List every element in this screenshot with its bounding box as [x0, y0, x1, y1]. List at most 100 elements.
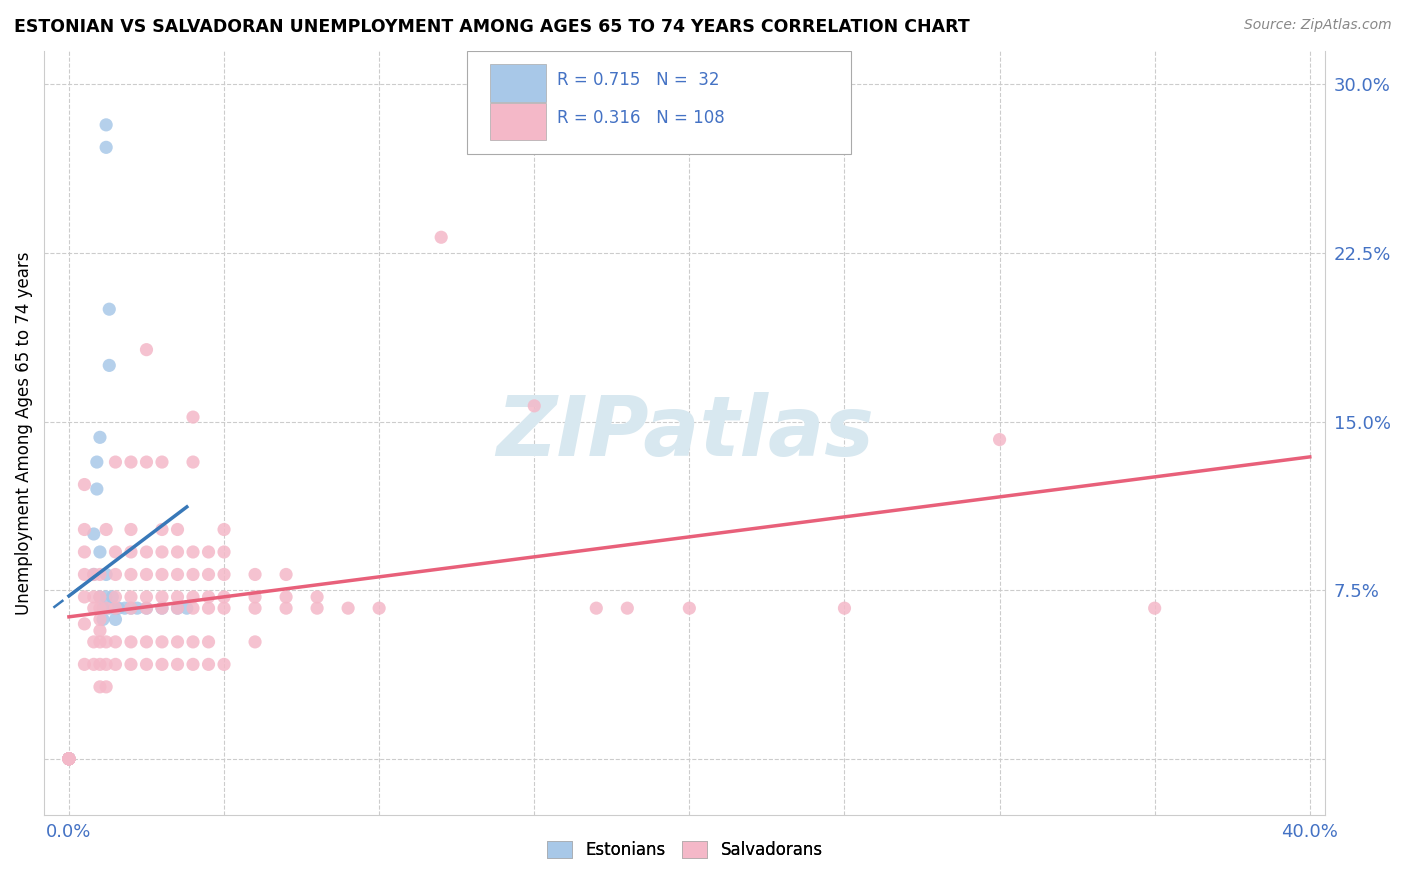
Point: [212, 657, 235, 672]
Point: [135, 343, 157, 357]
Point: [83, 567, 105, 582]
Point: [274, 601, 297, 615]
Point: [58, 752, 80, 766]
Point: [96, 680, 118, 694]
Point: [58, 752, 80, 766]
Point: [83, 527, 105, 541]
Point: [430, 230, 453, 244]
Point: [166, 590, 188, 604]
Point: [96, 140, 118, 154]
Point: [166, 523, 188, 537]
Point: [120, 601, 142, 615]
Point: [104, 601, 127, 615]
Point: [89, 545, 111, 559]
Point: [212, 523, 235, 537]
Point: [243, 601, 266, 615]
Point: [120, 545, 142, 559]
Point: [135, 455, 157, 469]
Point: [98, 359, 121, 373]
Point: [96, 590, 118, 604]
Point: [150, 545, 173, 559]
Point: [166, 601, 188, 615]
Point: [86, 455, 108, 469]
Point: [58, 752, 80, 766]
Point: [96, 523, 118, 537]
Point: [181, 590, 204, 604]
Point: [89, 590, 111, 604]
Point: [73, 477, 96, 491]
Point: [89, 612, 111, 626]
Point: [96, 635, 118, 649]
Point: [135, 657, 157, 672]
Point: [135, 545, 157, 559]
Point: [73, 545, 96, 559]
Point: [96, 567, 118, 582]
Point: [73, 616, 96, 631]
Point: [135, 635, 157, 649]
Point: [274, 567, 297, 582]
Point: [58, 752, 80, 766]
Point: [98, 302, 121, 317]
Point: [58, 752, 80, 766]
Point: [83, 657, 105, 672]
Point: [166, 657, 188, 672]
Point: [337, 601, 360, 615]
FancyBboxPatch shape: [489, 103, 547, 140]
Point: [150, 635, 173, 649]
Point: [58, 752, 80, 766]
Point: [197, 657, 219, 672]
Point: [166, 545, 188, 559]
Point: [243, 590, 266, 604]
Point: [150, 601, 173, 615]
Point: [89, 657, 111, 672]
Point: [58, 752, 80, 766]
Point: [83, 590, 105, 604]
Point: [135, 590, 157, 604]
Point: [181, 455, 204, 469]
Point: [181, 635, 204, 649]
Point: [243, 635, 266, 649]
Point: [83, 635, 105, 649]
Point: [96, 601, 118, 615]
Point: [58, 752, 80, 766]
Point: [585, 601, 607, 615]
Point: [58, 752, 80, 766]
Text: ZIPatlas: ZIPatlas: [496, 392, 873, 474]
Point: [104, 545, 127, 559]
Point: [150, 523, 173, 537]
Point: [89, 624, 111, 638]
Point: [89, 430, 111, 444]
Point: [83, 567, 105, 582]
Point: [197, 545, 219, 559]
Point: [89, 601, 111, 615]
Point: [120, 567, 142, 582]
Point: [166, 635, 188, 649]
Point: [616, 601, 638, 615]
FancyBboxPatch shape: [489, 64, 547, 102]
Point: [212, 567, 235, 582]
Point: [1143, 601, 1166, 615]
Point: [104, 590, 127, 604]
Point: [73, 523, 96, 537]
Point: [150, 455, 173, 469]
Point: [135, 567, 157, 582]
Point: [166, 601, 188, 615]
Point: [212, 545, 235, 559]
Point: [176, 601, 198, 615]
Point: [212, 601, 235, 615]
Point: [307, 601, 329, 615]
Point: [86, 482, 108, 496]
Point: [58, 752, 80, 766]
Point: [58, 752, 80, 766]
Point: [104, 635, 127, 649]
Point: [181, 657, 204, 672]
Point: [212, 590, 235, 604]
Text: R = 0.316   N = 108: R = 0.316 N = 108: [557, 109, 724, 127]
Point: [98, 601, 121, 615]
Point: [58, 752, 80, 766]
Point: [104, 601, 127, 615]
Point: [58, 752, 80, 766]
Point: [120, 635, 142, 649]
Text: ESTONIAN VS SALVADORAN UNEMPLOYMENT AMONG AGES 65 TO 74 YEARS CORRELATION CHART: ESTONIAN VS SALVADORAN UNEMPLOYMENT AMON…: [14, 18, 970, 36]
Point: [96, 657, 118, 672]
